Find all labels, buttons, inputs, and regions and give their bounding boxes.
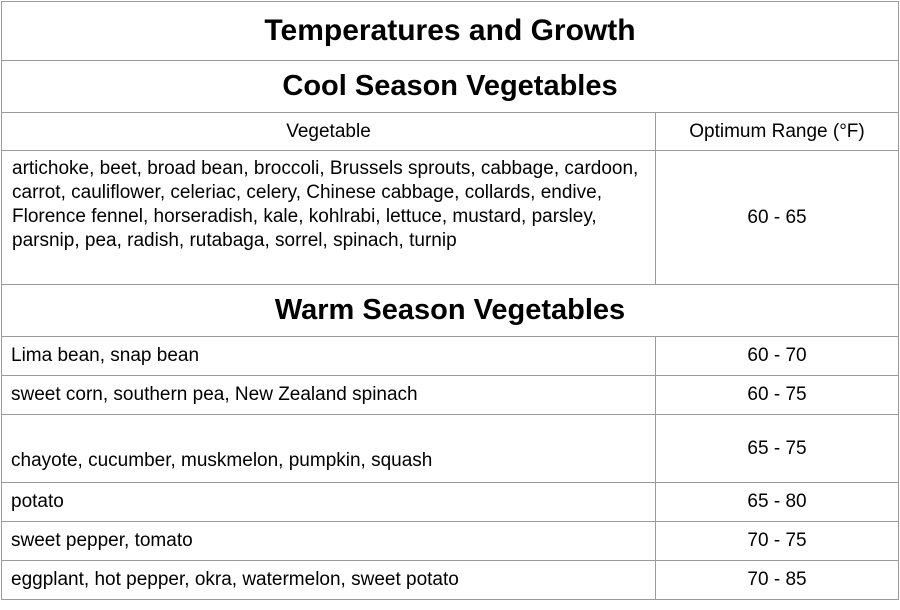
section-title-cool: Cool Season Vegetables bbox=[282, 70, 618, 102]
table-row-potato: potato 65 - 80 bbox=[2, 482, 898, 521]
vegetable-list-cell: sweet pepper, tomato bbox=[11, 530, 193, 551]
table-title-row: Temperatures and Growth bbox=[2, 2, 898, 60]
range-value-cell: 65 - 80 bbox=[655, 483, 898, 521]
range-value-cell: 65 - 75 bbox=[655, 415, 898, 482]
vegetable-list-cell: potato bbox=[11, 491, 64, 512]
table-row-sweet-corn: sweet corn, southern pea, New Zealand sp… bbox=[2, 375, 898, 414]
range-value-cell: 60 - 75 bbox=[655, 376, 898, 414]
page-title: Temperatures and Growth bbox=[264, 14, 636, 47]
vegetable-list-cell: artichoke, beet, broad bean, broccoli, B… bbox=[12, 158, 639, 251]
range-value-cell: 60 - 65 bbox=[655, 151, 898, 284]
column-header-row: Vegetable Optimum Range (°F) bbox=[2, 112, 898, 150]
table-row-eggplant: eggplant, hot pepper, okra, watermelon, … bbox=[2, 560, 898, 599]
column-header-vegetable: Vegetable bbox=[286, 120, 371, 142]
vegetable-list-cell: sweet corn, southern pea, New Zealand sp… bbox=[11, 384, 418, 405]
table-row-cool-vegetables: artichoke, beet, broad bean, broccoli, B… bbox=[2, 150, 898, 284]
range-value-cell: 70 - 85 bbox=[655, 561, 898, 599]
table-row-lima-bean: Lima bean, snap bean 60 - 70 bbox=[2, 336, 898, 375]
table-row-sweet-pepper: sweet pepper, tomato 70 - 75 bbox=[2, 521, 898, 560]
vegetable-list-cell: eggplant, hot pepper, okra, watermelon, … bbox=[11, 569, 459, 590]
table-row-chayote: chayote, cucumber, muskmelon, pumpkin, s… bbox=[2, 414, 898, 482]
vegetable-list-cell: chayote, cucumber, muskmelon, pumpkin, s… bbox=[11, 449, 433, 471]
range-value-cell: 60 - 70 bbox=[655, 337, 898, 375]
temperatures-growth-table: Temperatures and Growth Cool Season Vege… bbox=[1, 1, 899, 600]
vegetable-list-cell: Lima bean, snap bean bbox=[11, 345, 200, 366]
section-heading-warm: Warm Season Vegetables bbox=[2, 284, 898, 336]
column-header-optimum-range: Optimum Range (°F) bbox=[655, 113, 898, 150]
range-value-cell: 70 - 75 bbox=[655, 522, 898, 560]
section-title-warm: Warm Season Vegetables bbox=[274, 294, 626, 326]
section-heading-cool: Cool Season Vegetables bbox=[2, 60, 898, 112]
